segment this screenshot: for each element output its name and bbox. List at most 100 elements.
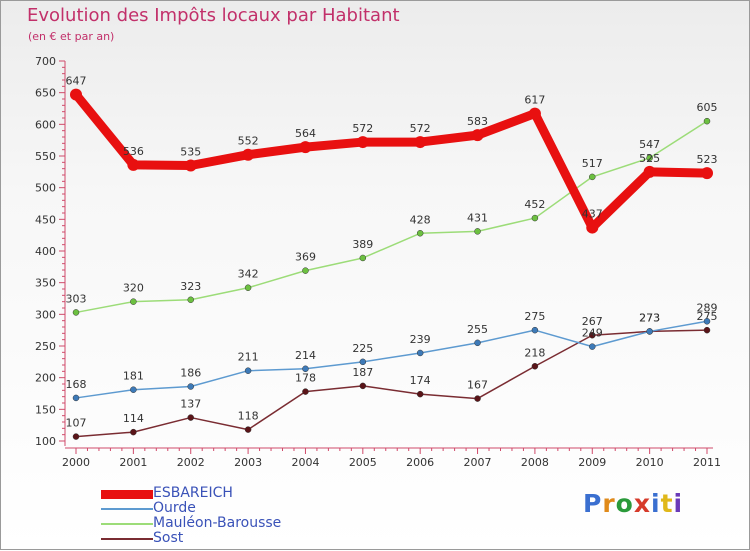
- data-label-sost: 218: [524, 346, 545, 359]
- data-point-sost: [72, 433, 80, 440]
- data-point-maul-on-barousse: [416, 230, 424, 237]
- y-tick-label: 250: [35, 340, 56, 353]
- y-tick-label: 350: [35, 277, 56, 290]
- legend-label: Sost: [153, 530, 184, 546]
- data-point-esbareich: [242, 148, 255, 161]
- logo-letter: x: [633, 489, 651, 518]
- data-point-sost: [130, 428, 137, 436]
- data-label-sost: 178: [295, 372, 316, 385]
- logo-letter: i: [673, 489, 684, 518]
- logo-letter: t: [660, 489, 674, 518]
- x-tick-label: 2004: [291, 456, 319, 469]
- chart-subtitle: (en € et par an): [28, 30, 115, 43]
- logo-letter: r: [602, 489, 616, 518]
- legend-label: Ourde: [153, 500, 196, 516]
- data-label-ourde: 214: [295, 349, 316, 362]
- y-tick-label: 700: [35, 55, 56, 68]
- data-point-esbareich: [70, 88, 82, 101]
- y-tick-label: 400: [35, 245, 56, 258]
- data-label-sost: 167: [467, 379, 488, 392]
- data-point-maul-on-barousse: [703, 117, 711, 125]
- data-point-sost: [302, 388, 309, 395]
- data-label-esbareich: 536: [123, 145, 144, 158]
- data-label-ourde: 186: [180, 367, 201, 380]
- data-point-ourde: [130, 386, 137, 393]
- data-label-esbareich: 564: [295, 127, 316, 140]
- data-point-esbareich: [414, 136, 427, 149]
- data-point-esbareich: [528, 107, 541, 120]
- data-label-esbareich: 552: [238, 135, 259, 148]
- data-point-ourde: [244, 367, 252, 374]
- y-tick-label: 550: [35, 150, 56, 163]
- data-label-sost: 118: [238, 410, 259, 423]
- data-point-ourde: [72, 394, 80, 402]
- y-tick-label: 500: [35, 182, 56, 195]
- legend-label: ESBAREICH: [153, 485, 233, 501]
- data-point-ourde: [302, 365, 309, 373]
- data-point-ourde: [416, 349, 424, 357]
- data-point-ourde: [703, 318, 711, 325]
- data-label-esbareich: 572: [410, 122, 431, 135]
- data-label-sost: 187: [352, 366, 373, 379]
- data-label-esbareich: 437: [582, 208, 603, 221]
- data-label-ourde: 168: [66, 378, 87, 391]
- series-line-esbareich: [71, 90, 712, 233]
- data-point-ourde: [474, 339, 481, 347]
- logo-letter: o: [615, 489, 634, 518]
- y-tick-label: 200: [35, 372, 56, 385]
- data-label-esbareich: 583: [467, 115, 488, 128]
- data-label-ourde: 289: [697, 301, 718, 314]
- data-point-maul-on-barousse: [187, 296, 194, 304]
- data-point-sost: [359, 382, 367, 390]
- data-label-sost: 137: [180, 398, 201, 411]
- data-label-maul-on-barousse: 452: [524, 198, 545, 211]
- data-point-esbareich: [299, 141, 312, 154]
- data-point-sost: [187, 414, 194, 421]
- data-point-maul-on-barousse: [302, 267, 309, 274]
- x-tick-label: 2007: [464, 456, 492, 469]
- data-label-maul-on-barousse: 323: [180, 280, 201, 293]
- x-tick-label: 2002: [177, 456, 205, 469]
- x-tick-label: 2011: [693, 456, 721, 469]
- data-label-ourde: 255: [467, 323, 488, 336]
- data-point-ourde: [531, 326, 539, 334]
- data-point-esbareich: [586, 221, 599, 234]
- series-line-maul-on-barousse: [75, 120, 708, 314]
- data-label-esbareich: 572: [352, 122, 373, 135]
- data-label-maul-on-barousse: 389: [352, 238, 373, 251]
- data-label-ourde: 181: [123, 370, 144, 383]
- data-label-sost: 267: [582, 315, 603, 328]
- data-label-ourde: 275: [524, 310, 545, 323]
- legend-swatch: [101, 523, 153, 525]
- data-label-ourde: 239: [410, 333, 431, 346]
- data-label-sost: 174: [410, 374, 431, 387]
- data-label-sost: 114: [123, 412, 144, 425]
- data-label-esbareich: 523: [697, 153, 718, 166]
- data-point-esbareich: [184, 159, 197, 172]
- data-point-esbareich: [701, 167, 713, 180]
- data-label-maul-on-barousse: 431: [467, 211, 488, 224]
- data-point-esbareich: [356, 136, 369, 149]
- legend-swatch: [101, 538, 153, 540]
- data-point-sost: [531, 363, 539, 370]
- data-label-sost: 273: [639, 311, 660, 324]
- data-point-maul-on-barousse: [130, 298, 137, 305]
- x-tick-label: 2010: [636, 456, 664, 469]
- y-tick-label: 150: [35, 403, 56, 416]
- data-point-maul-on-barousse: [72, 309, 80, 316]
- data-point-maul-on-barousse: [474, 228, 481, 235]
- series-line-ourde: [75, 320, 708, 399]
- y-tick-label: 300: [35, 308, 56, 321]
- chart-plot-area: 107 114 137 118 178 187 174 167 218 267 273 275 168 1…: [66, 75, 718, 440]
- data-label-ourde: 273: [639, 311, 660, 324]
- data-point-ourde: [646, 328, 653, 335]
- data-label-maul-on-barousse: 320: [123, 282, 144, 295]
- logo-letter: i: [651, 489, 661, 518]
- x-tick-label: 2006: [406, 456, 434, 469]
- y-tick-label: 600: [35, 118, 56, 131]
- legend-swatch: [101, 508, 153, 510]
- series-line-sost: [75, 329, 708, 438]
- x-tick-label: 2003: [234, 456, 262, 469]
